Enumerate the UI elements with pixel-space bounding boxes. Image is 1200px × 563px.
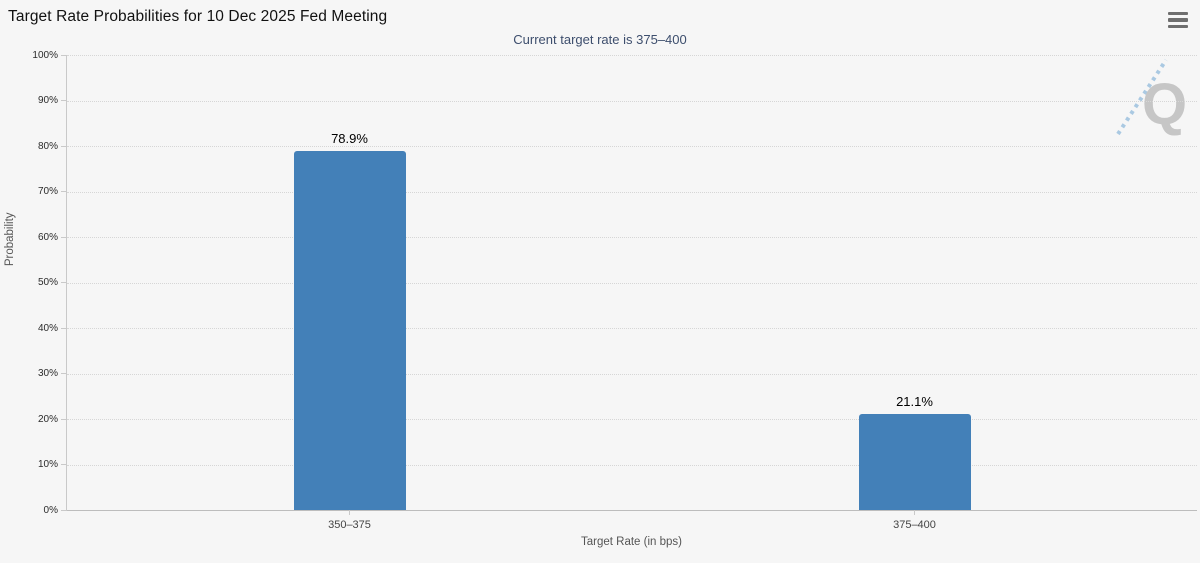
y-tick-mark: [61, 464, 67, 465]
y-tick-label: 100%: [32, 49, 58, 61]
probability-bar[interactable]: [293, 151, 406, 510]
y-tick-label: 30%: [37, 368, 58, 379]
y-tick-mark: [61, 191, 67, 192]
y-tick-mark: [61, 327, 67, 329]
y-gridline: [67, 464, 1197, 466]
y-tick-label: 80%: [37, 140, 58, 152]
y-gridline: [67, 237, 1197, 238]
y-gridline: [67, 328, 1197, 329]
y-tick-label: 50%: [37, 277, 58, 288]
chart-title: Target Rate Probabilities for 10 Dec 202…: [8, 8, 388, 25]
y-tick-label: 60%: [37, 231, 58, 243]
y-tick-mark: [61, 282, 67, 283]
bar-value-label: 21.1%: [896, 393, 933, 409]
x-axis-title: Target Rate (in bps): [581, 536, 682, 548]
y-gridline: [67, 373, 1197, 375]
y-tick-mark: [61, 509, 67, 511]
y-tick-mark: [61, 54, 67, 56]
y-tick-mark: [61, 145, 67, 147]
y-tick-label: 40%: [37, 322, 58, 334]
bar-value-label: 78.9%: [331, 131, 368, 146]
y-tick-mark: [61, 236, 67, 238]
y-tick-mark: [61, 418, 67, 420]
y-tick-mark: [61, 373, 67, 374]
chart-subtitle: Current target rate is 375–400: [513, 32, 687, 47]
y-gridline: [67, 146, 1197, 147]
plot-area: 0% 10% 20% 30% 40% 50% 60% 70% 80% 90% 100% 78.9% 35…: [32, 50, 1197, 531]
x-category-label: 350–375: [328, 519, 371, 531]
y-gridline: [67, 191, 1197, 193]
probability-bar[interactable]: [858, 414, 971, 510]
y-tick-label: 10%: [37, 459, 58, 470]
y-gridline: [67, 100, 1197, 102]
y-tick-label: 20%: [37, 413, 58, 425]
y-gridline: [67, 419, 1197, 420]
y-gridline: [67, 282, 1197, 284]
y-tick-label: 70%: [37, 186, 58, 197]
y-tick-label: 0%: [43, 504, 58, 516]
x-category-label: 375–400: [893, 519, 936, 531]
y-axis-title: Probability: [4, 212, 16, 267]
x-tick-mark: [349, 510, 350, 515]
y-tick-label: 90%: [37, 95, 58, 106]
y-gridline: [67, 55, 1197, 56]
chart-menu-button[interactable]: [1164, 9, 1188, 31]
y-tick-mark: [61, 100, 67, 101]
x-tick-mark: [914, 510, 915, 515]
